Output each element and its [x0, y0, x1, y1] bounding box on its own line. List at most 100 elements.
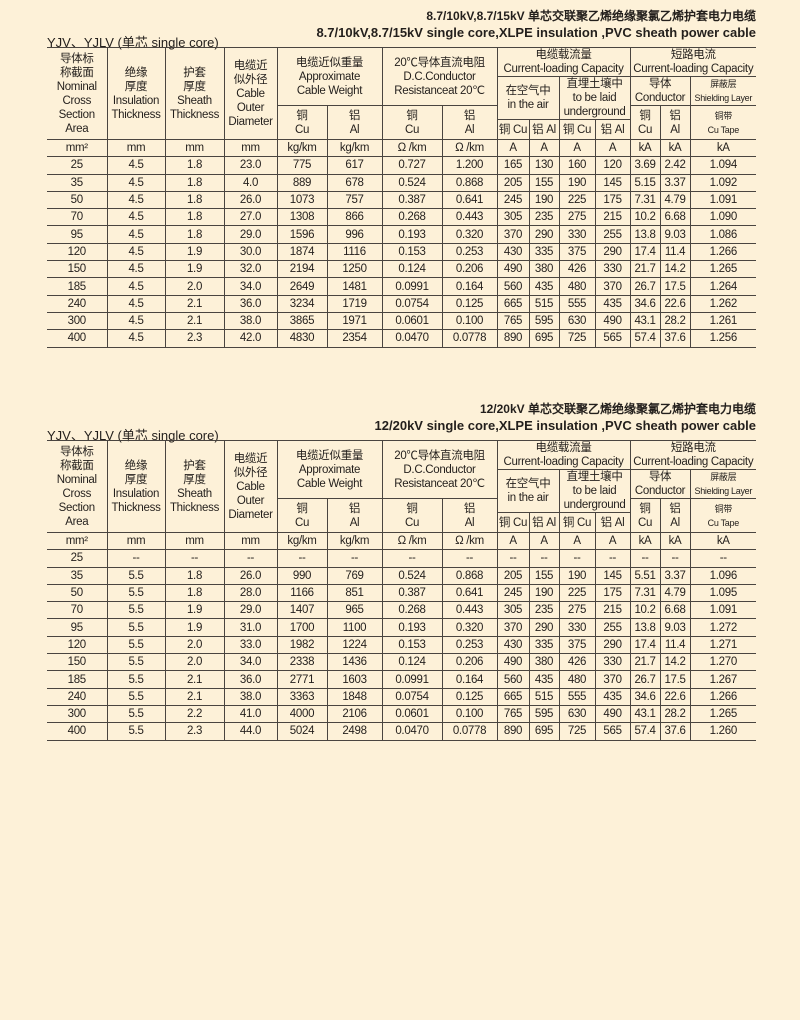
table-cell: 150	[47, 653, 108, 672]
table-cell: 775	[276, 156, 328, 175]
header-air-al: 铝 Al	[528, 119, 560, 140]
table-cell: 1.9	[164, 242, 225, 262]
table-cell: 330	[558, 618, 596, 637]
table-cell: 190	[528, 583, 560, 603]
header-insulation: 绝缘 厚度 Insulation Thickness	[106, 47, 166, 140]
table-cell: 3.69	[629, 156, 661, 175]
table-cell: 1.9	[164, 601, 225, 620]
table-cell: 1874	[276, 242, 328, 262]
table-cell: 165	[496, 156, 530, 175]
header-insulation: 绝缘 厚度 Insulation Thickness	[106, 440, 166, 533]
header-nominal-area: 导体标 称截面 Nominal Cross Section Area	[47, 47, 108, 140]
table-row: 240 5.5 2.1 38.0 3363 1848 0.0754 0.125 665 515 55…	[47, 687, 757, 706]
table-cell: 1308	[276, 208, 328, 227]
header-diameter: 电缆近 似外径 Cable Outer Diameter	[223, 47, 278, 140]
table-cell: 595	[528, 704, 560, 724]
table-cell: 31.0	[223, 618, 278, 637]
table-cell: 2106	[326, 704, 383, 724]
table-cell: 225	[558, 190, 596, 210]
header-row: 在空气中 in the air 直埋土壤中 to be laid undergro…	[47, 76, 757, 120]
table-row: 50 4.5 1.8 26.0 1073 757 0.387 0.641 245 190 225 17…	[47, 190, 757, 210]
header-cu-tape: 铜带 Cu Tape	[689, 105, 757, 140]
unit-cell: A	[594, 531, 631, 551]
table-cell: 5.5	[106, 618, 166, 637]
table-cell: 32.0	[223, 260, 278, 279]
table-title-cn: 8.7/10kV,8.7/15kV 单芯交联聚乙烯绝缘聚氯乙烯护套电力电缆	[426, 9, 756, 23]
header-sc-al: 铝 Al	[659, 105, 691, 140]
header-ug-al: 铝 Al	[594, 119, 631, 140]
table-cell: 480	[558, 277, 596, 296]
header-sc-al: 铝 Al	[659, 498, 691, 533]
table-cell: 0.0601	[381, 704, 443, 724]
table-row: 70 4.5 1.8 27.0 1308 866 0.268 0.443 305 235 275 21…	[47, 208, 757, 227]
table-cell: 1.090	[689, 208, 757, 227]
table-cell: 0.727	[381, 156, 443, 175]
unit-cell: A	[496, 531, 530, 551]
table-cell: 1.091	[689, 190, 757, 210]
table-cell: 175	[594, 583, 631, 603]
table-row: 300 5.5 2.2 41.0 4000 2106 0.0601 0.100 765 595 63…	[47, 704, 757, 724]
table-cell: 5.5	[106, 566, 166, 585]
table-cell: 38.0	[223, 311, 278, 331]
table-cell: 4.5	[106, 225, 166, 244]
table-cell: 0.641	[441, 583, 498, 603]
table-cell: 245	[496, 190, 530, 210]
table-cell: 430	[496, 242, 530, 262]
header-weight-cu: 铜 Cu	[277, 498, 328, 533]
table-cell: 26.7	[629, 670, 661, 689]
table-cell: 50	[47, 583, 108, 603]
table-cell: 1.260	[689, 722, 757, 741]
table-cell: 560	[496, 277, 530, 296]
table-cell: 0.193	[381, 225, 443, 244]
table-cell: 1436	[326, 653, 383, 672]
table-cell: 0.0778	[441, 722, 498, 741]
table-cell: 0.0778	[441, 329, 498, 348]
table-cell: 0.868	[441, 173, 498, 192]
table-cell: 630	[558, 311, 596, 331]
table-cell: --	[223, 549, 278, 568]
table-row: 95 4.5 1.8 29.0 1596 996 0.193 0.320 370 290 330 25…	[47, 225, 757, 244]
table-cell: 155	[528, 566, 560, 585]
header-diameter: 电缆近 似外径 Cable Outer Diameter	[223, 440, 278, 533]
table-cell: 26.0	[223, 566, 278, 585]
unit-cell: kg/km	[276, 531, 328, 551]
unit-cell: mm	[164, 531, 225, 551]
unit-cell: kg/km	[326, 138, 383, 158]
table-cell: --	[594, 549, 631, 568]
table-cell: 0.253	[441, 635, 498, 655]
table-cell: 0.320	[441, 618, 498, 637]
header-air-cu: 铜 Cu	[497, 512, 530, 533]
table-row: 35 5.5 1.8 26.0 990 769 0.524 0.868 205 155 190 145…	[47, 566, 757, 585]
table-cell: 0.320	[441, 225, 498, 244]
table-cell: 1596	[276, 225, 328, 244]
header-weight-cu: 铜 Cu	[277, 105, 328, 140]
table-cell: 1.266	[689, 242, 757, 262]
table-cell: 4.5	[106, 208, 166, 227]
table-cell: 28.2	[659, 704, 691, 724]
table-cell: 1.091	[689, 601, 757, 620]
table-cell: 2.1	[164, 687, 225, 706]
table-cell: 380	[528, 260, 560, 279]
table-cell: 996	[326, 225, 383, 244]
table-cell: 17.4	[629, 242, 661, 262]
table-row: 120 5.5 2.0 33.0 1982 1224 0.153 0.253 430 335 375…	[47, 635, 757, 655]
table-cell: 555	[558, 687, 596, 706]
table-row: 35 4.5 1.8 4.0 889 678 0.524 0.868 205 155 190 145 5…	[47, 173, 757, 192]
table-row: 50 5.5 1.8 28.0 1166 851 0.387 0.641 245 190 225 17…	[47, 583, 757, 603]
table-cell: 28.0	[223, 583, 278, 603]
header-ug-cu: 铜 Cu	[558, 512, 596, 533]
table-cell: 851	[326, 583, 383, 603]
spec-table: 导体标 称截面 Nominal Cross Section Area 绝缘 厚度 …	[47, 47, 757, 348]
table-cell: 990	[276, 566, 328, 585]
unit-cell: A	[528, 531, 560, 551]
table-cell: 5.5	[106, 722, 166, 741]
table-cell: 0.100	[441, 311, 498, 331]
header-resistance: 20℃导体直流电阻 D.C.Conductor Resistanceat 20℃	[381, 440, 498, 499]
table-cell: --	[276, 549, 328, 568]
table-cell: 2354	[326, 329, 383, 348]
table-cell: 38.0	[223, 687, 278, 706]
unit-cell: Ω /km	[381, 138, 443, 158]
table-cell: 2649	[276, 277, 328, 296]
table-cell: 1.096	[689, 566, 757, 585]
